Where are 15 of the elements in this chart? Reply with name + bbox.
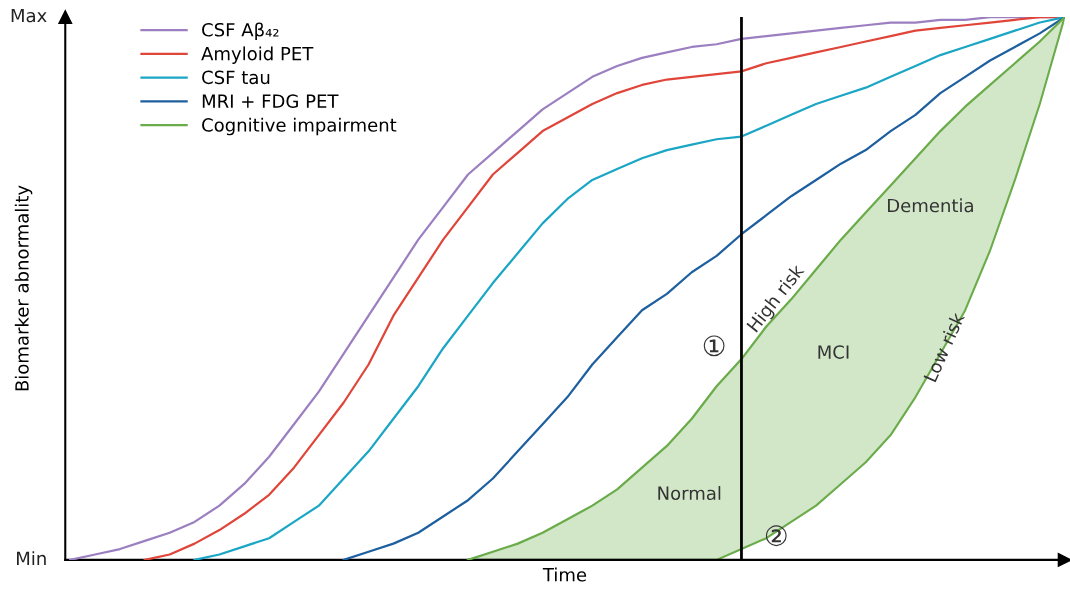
- legend-label: CSF Aβ₄₂: [202, 22, 279, 41]
- text: Max: [11, 8, 47, 23]
- annotation: Low risk: [923, 311, 966, 383]
- annotation: Normal: [658, 486, 721, 501]
- annotation: MCI: [818, 345, 849, 359]
- x-axis-title: Time: [542, 567, 587, 582]
- text: Min: [17, 551, 46, 565]
- annotation: ②: [765, 525, 787, 547]
- annotation: ①: [703, 335, 725, 357]
- y-axis-title: Biomarker abnormality: [14, 185, 33, 391]
- legend-label: Cognitive impairment: [202, 117, 397, 136]
- legend-label: CSF tau: [202, 70, 270, 85]
- annotation: Dementia: [888, 198, 973, 213]
- legend-label: MRI + FDG PET: [202, 94, 339, 108]
- legend-label: Amyloid PET: [201, 46, 314, 64]
